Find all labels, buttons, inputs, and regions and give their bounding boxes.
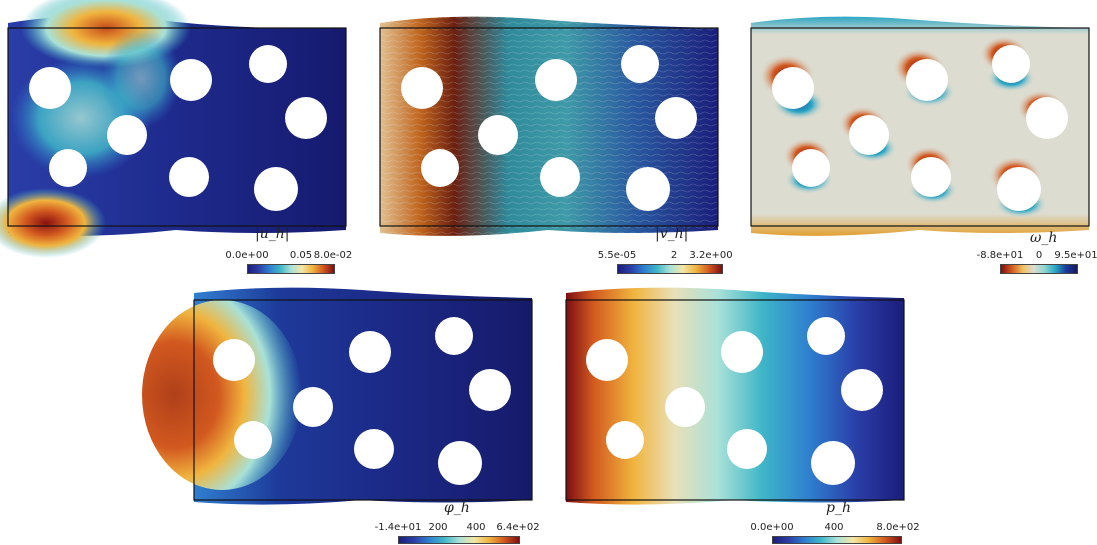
colorbar-tick: 8.0e+02 bbox=[876, 522, 920, 533]
colorbar-tick: 0 bbox=[1035, 250, 1043, 261]
panel-pressure bbox=[564, 280, 909, 510]
panel-phi bbox=[142, 280, 537, 510]
colorbar-title: |v_h| bbox=[655, 226, 689, 242]
colorbar-gradient bbox=[247, 264, 335, 274]
colorbar-tick: 200 bbox=[428, 522, 448, 533]
colorbar-tick: 5.5e-05 bbox=[597, 250, 637, 261]
colorbar-tick: 8.0e-02 bbox=[313, 250, 353, 261]
panel-vorticity bbox=[749, 8, 1094, 248]
phi-field-plot bbox=[142, 287, 533, 505]
colorbar-tick: 9.5e+01 bbox=[1054, 250, 1097, 261]
colorbar-u: |u_h| 0.0e+00 0.05 8.0e-02 bbox=[225, 226, 352, 276]
pressure-field-plot bbox=[565, 287, 905, 505]
colorbar-title: p_h bbox=[826, 500, 851, 516]
colorbar-tick: -1.4e+01 bbox=[374, 522, 422, 533]
colorbar-tick: -8.8e+01 bbox=[976, 250, 1024, 261]
colorbar-tick: 0.05 bbox=[289, 250, 313, 261]
colorbar-tick: 6.4e+02 bbox=[496, 522, 540, 533]
colorbar-tick: 3.2e+00 bbox=[689, 250, 733, 261]
colorbar-tick: 400 bbox=[466, 522, 486, 533]
colorbar-p: p_h 0.0e+00 400 8.0e+02 bbox=[748, 498, 923, 545]
colorbar-tick: 400 bbox=[824, 522, 844, 533]
colorbar-gradient bbox=[617, 264, 723, 274]
colorbar-gradient bbox=[398, 536, 520, 544]
colorbar-title: ω_h bbox=[1030, 230, 1058, 246]
colorbar-gradient bbox=[772, 536, 902, 544]
vorticity-plot bbox=[750, 16, 1090, 236]
panel-velocity-magnitude bbox=[0, 0, 351, 258]
colorbar-tick: 0.0e+00 bbox=[225, 250, 269, 261]
colorbar-title: |u_h| bbox=[255, 226, 290, 242]
colorbar-phi: φ_h -1.4e+01 200 400 6.4e+02 bbox=[374, 498, 540, 545]
streamline-plot bbox=[379, 16, 719, 236]
colorbar-tick: 2 bbox=[670, 250, 678, 261]
colorbar-v: |v_h| 5.5e-05 2 3.2e+00 bbox=[598, 226, 733, 276]
velocity-field-plot bbox=[0, 0, 347, 258]
colorbar-tick: 0.0e+00 bbox=[750, 522, 794, 533]
colorbar-title: φ_h bbox=[444, 500, 470, 516]
panel-vorticity-velocity bbox=[378, 8, 723, 248]
colorbar-w: ω_h -8.8e+01 0 9.5e+01 bbox=[976, 226, 1097, 276]
colorbar-gradient bbox=[1000, 264, 1078, 274]
